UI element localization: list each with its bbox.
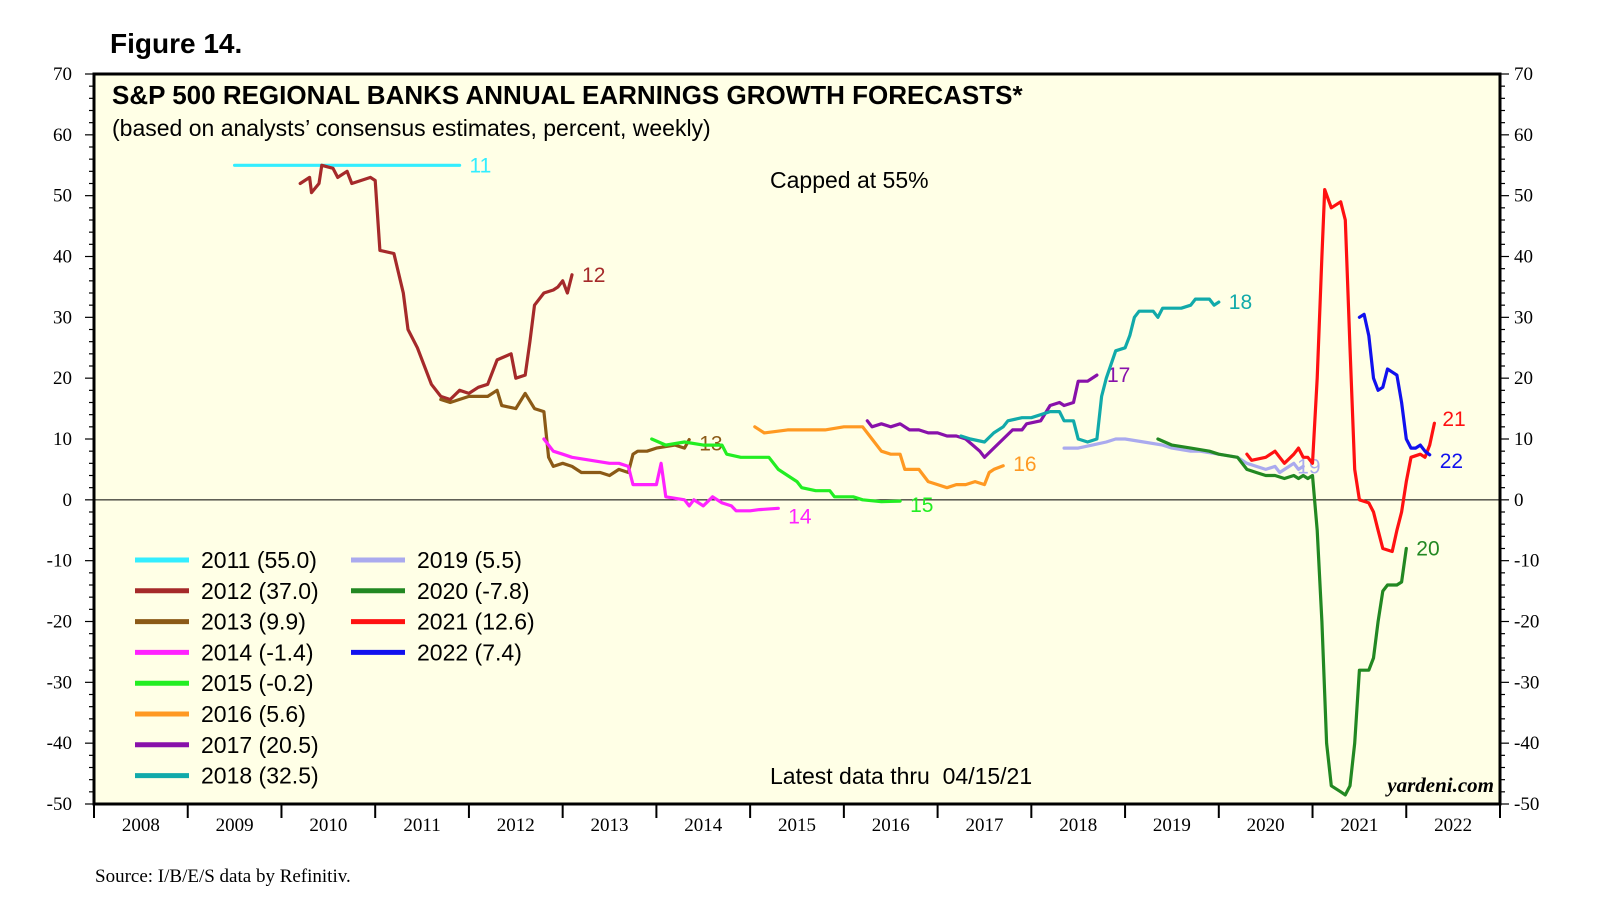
x-tick-label: 2020 xyxy=(1247,815,1285,836)
plot-background xyxy=(94,74,1500,804)
y-tick-label-right: -10 xyxy=(1514,551,1539,572)
y-tick-label-left: 30 xyxy=(53,307,72,328)
y-tick-label-right: -30 xyxy=(1514,672,1539,693)
y-tick-label-left: -40 xyxy=(47,733,72,754)
legend-label-2012: 2012 (37.0) xyxy=(201,578,319,604)
latest-data-annotation: Latest data thru 04/15/21 xyxy=(770,763,1032,789)
x-tick-label: 2018 xyxy=(1059,815,1097,836)
y-tick-label-right: 20 xyxy=(1514,368,1533,389)
cap-annotation: Capped at 55% xyxy=(770,167,929,193)
x-tick-label: 2014 xyxy=(684,815,723,836)
legend-label-2014: 2014 (-1.4) xyxy=(201,639,314,665)
figure-label: Figure 14. xyxy=(110,28,243,59)
y-tick-label-right: -20 xyxy=(1514,612,1539,633)
series-line-2022 xyxy=(1357,312,1432,457)
y-tick-label-left: -20 xyxy=(47,612,72,633)
legend-label-2021: 2021 (12.6) xyxy=(417,609,535,635)
source-note: Source: I/B/E/S data by Refinitiv. xyxy=(95,866,351,887)
y-tick-label-left: 0 xyxy=(63,490,73,511)
legend-label-2020: 2020 (-7.8) xyxy=(417,578,530,604)
series-line-2016 xyxy=(753,425,1005,490)
legend-label-2018: 2018 (32.5) xyxy=(201,763,319,789)
series-end-label-2016: 16 xyxy=(1013,453,1036,476)
y-tick-label-left: 20 xyxy=(53,368,72,389)
chart-title: S&P 500 REGIONAL BANKS ANNUAL EARNINGS G… xyxy=(112,80,1023,110)
series-end-label-2020: 20 xyxy=(1416,538,1439,561)
x-tick-label: 2011 xyxy=(403,815,440,836)
y-tick-label-left: 70 xyxy=(53,64,72,85)
series-line-2017 xyxy=(865,373,1099,459)
brand-watermark: yardeni.com xyxy=(1384,773,1494,797)
x-tick-label: 2019 xyxy=(1153,815,1191,836)
y-tick-label-left: -30 xyxy=(47,672,72,693)
x-tick-label: 2021 xyxy=(1340,815,1378,836)
series-end-label-2019: 19 xyxy=(1297,455,1320,478)
legend-label-2022: 2022 (7.4) xyxy=(417,639,522,665)
legend-label-2019: 2019 (5.5) xyxy=(417,547,522,573)
legend: 2011 (55.0) 2012 (37.0) 2013 (9.9) 2014 (-1… xyxy=(135,547,535,789)
y-tick-label-left: -50 xyxy=(47,794,72,815)
x-tick-label: 2015 xyxy=(778,815,816,836)
chart-subtitle: (based on analysts’ consensus estimates,… xyxy=(112,115,711,141)
x-tick-label: 2008 xyxy=(122,815,160,836)
x-tick-label: 2016 xyxy=(872,815,910,836)
y-tick-label-right: -40 xyxy=(1514,733,1539,754)
y-tick-label-right: 30 xyxy=(1514,307,1533,328)
series-line-2014 xyxy=(542,437,780,513)
series-end-label-2022: 22 xyxy=(1440,450,1463,473)
series-end-label-2018: 18 xyxy=(1229,291,1252,314)
legend-label-2011: 2011 (55.0) xyxy=(201,547,317,573)
y-tick-label-left: -10 xyxy=(47,551,72,572)
series-line-2012 xyxy=(298,163,574,402)
x-tick-label: 2010 xyxy=(309,815,347,836)
series-line-2013 xyxy=(439,388,691,478)
legend-label-2015: 2015 (-0.2) xyxy=(201,670,314,696)
series-line-2015 xyxy=(650,437,902,504)
series-end-label-2017: 17 xyxy=(1107,364,1130,387)
series-end-label-2015: 15 xyxy=(910,494,933,517)
series-line-2018 xyxy=(959,297,1221,444)
y-tick-label-left: 10 xyxy=(53,429,72,450)
y-tick-label-right: 50 xyxy=(1514,186,1533,207)
x-tick-label: 2013 xyxy=(591,815,629,836)
y-tick-label-right: 10 xyxy=(1514,429,1533,450)
y-tick-label-left: 60 xyxy=(53,125,72,146)
legend-label-2016: 2016 (5.6) xyxy=(201,701,306,727)
legend-label-2017: 2017 (20.5) xyxy=(201,732,319,758)
y-tick-label-right: -50 xyxy=(1514,794,1539,815)
legend-label-2013: 2013 (9.9) xyxy=(201,609,306,635)
series-line-2021 xyxy=(1245,188,1436,554)
y-tick-label-right: 40 xyxy=(1514,247,1533,268)
y-tick-label-right: 0 xyxy=(1514,490,1524,511)
series-end-label-2021: 21 xyxy=(1442,408,1465,431)
series-end-label-2012: 12 xyxy=(582,264,605,287)
series-end-label-2014: 14 xyxy=(788,505,812,528)
y-tick-label-left: 40 xyxy=(53,247,72,268)
series-end-label-2011: 11 xyxy=(470,154,492,177)
x-tick-label: 2012 xyxy=(497,815,535,836)
series-line-2020 xyxy=(1156,437,1408,797)
y-tick-label-right: 60 xyxy=(1514,125,1533,146)
x-tick-label: 2022 xyxy=(1434,815,1472,836)
y-tick-label-right: 70 xyxy=(1514,64,1533,85)
y-tick-label-left: 50 xyxy=(53,186,72,207)
x-tick-label: 2017 xyxy=(965,815,1003,836)
x-tick-label: 2009 xyxy=(216,815,254,836)
